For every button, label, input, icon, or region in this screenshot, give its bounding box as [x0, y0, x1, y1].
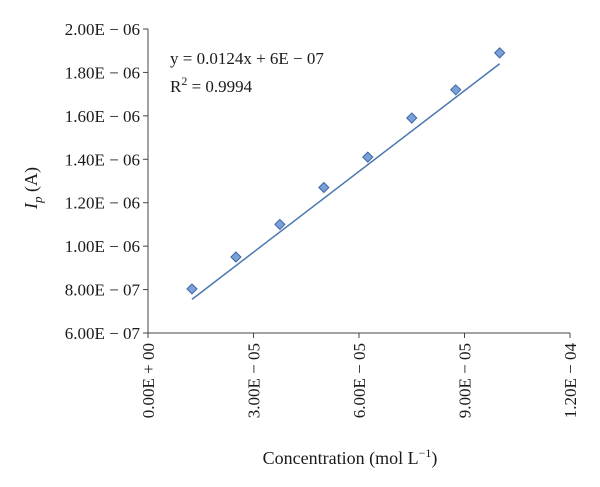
- data-point: [186, 283, 198, 295]
- y-tick-label: 1.20E − 06: [65, 194, 140, 213]
- x-axis-title: Concentration (mol L−1): [263, 446, 438, 469]
- x-tick-label: 3.00E − 05: [245, 343, 264, 418]
- y-axis-ticks: 6.00E − 07 8.00E − 07 1.00E − 06 1.20E − 06…: [65, 20, 148, 343]
- data-point: [362, 151, 374, 163]
- x-axis-title-text: Concentration (mol L: [263, 448, 419, 469]
- data-point: [450, 84, 462, 96]
- regression-equation: y = 0.0124x + 6E − 07: [170, 49, 324, 68]
- y-axis-title: Ip (A): [21, 167, 45, 210]
- trendline: [191, 63, 501, 300]
- y-axis-title-subscript: p: [30, 196, 45, 204]
- x-axis-title-superscript: −1: [419, 446, 432, 460]
- x-tick-label: 6.00E − 05: [350, 343, 369, 418]
- data-point: [274, 218, 286, 231]
- x-tick-label: 0.00E + 00: [139, 343, 158, 418]
- y-tick-label: 1.60E − 06: [65, 107, 140, 126]
- y-tick-label: 2.00E − 06: [65, 20, 140, 39]
- y-tick-label: 8.00E − 07: [65, 281, 141, 300]
- y-tick-label: 1.80E − 06: [65, 63, 140, 82]
- y-tick-label: 1.00E − 06: [65, 237, 140, 256]
- x-tick-label: 9.00E − 05: [456, 343, 475, 418]
- r-squared-superscript: 2: [181, 74, 187, 88]
- x-tick-label: 1.20E − 04: [561, 343, 580, 419]
- x-axis-title-close: ): [431, 448, 437, 469]
- r-squared-symbol: R: [170, 77, 182, 96]
- r-squared-value: = 0.9994: [187, 77, 252, 96]
- y-axis-title-symbol: I: [21, 202, 41, 210]
- data-point: [406, 112, 418, 124]
- data-point: [230, 251, 242, 263]
- x-axis-ticks: 0.00E + 00 3.00E − 05 6.00E − 05 9.00E − 05…: [139, 333, 580, 418]
- data-point: [493, 47, 506, 59]
- data-point: [318, 181, 330, 194]
- y-axis-title-unit: (A): [21, 167, 42, 197]
- y-tick-label: 6.00E − 07: [65, 324, 141, 343]
- y-tick-label: 1.40E − 06: [65, 150, 140, 169]
- data-points: [186, 47, 506, 295]
- r-squared-label: R2 = 0.9994: [170, 74, 253, 96]
